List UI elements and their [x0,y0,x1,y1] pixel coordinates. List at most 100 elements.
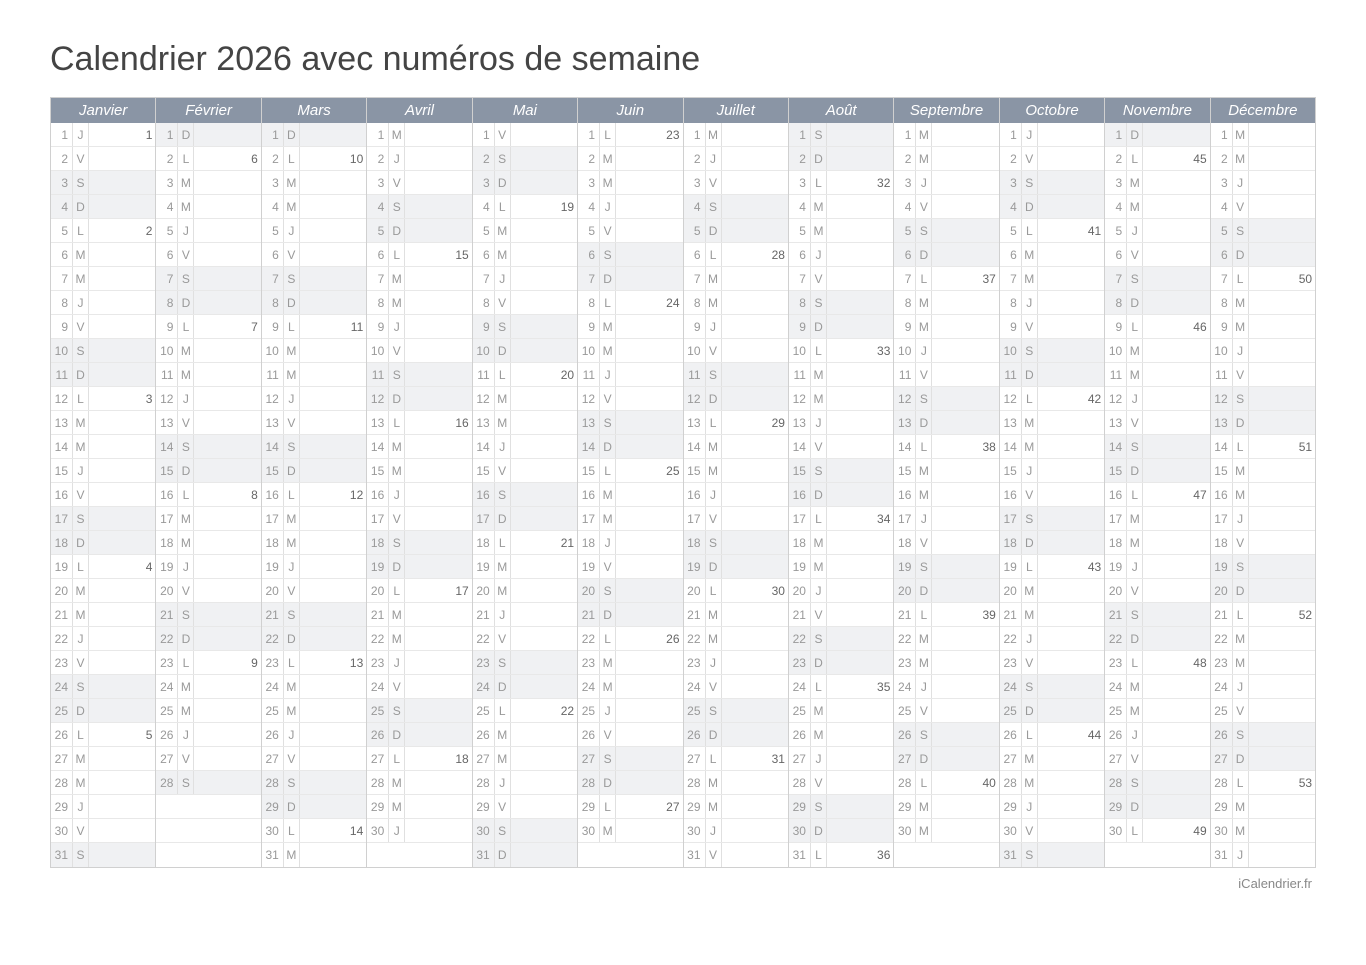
week-number [1188,363,1210,386]
week-number: 10 [344,147,366,170]
week-number [1188,675,1210,698]
week-number [1293,723,1315,746]
day-of-week: S [811,123,827,146]
week-number [766,195,788,218]
month-header: Décembre [1211,98,1315,123]
day-row: 24J [894,675,998,699]
day-of-week: M [1233,291,1249,314]
day-number: 20 [156,579,178,602]
day-of-week: M [600,339,616,362]
day-of-week: M [389,123,405,146]
day-row: 5J [262,219,366,243]
day-row: 16L8 [156,483,260,507]
day-of-week: D [495,675,511,698]
day-spacer [300,147,344,170]
week-number [1082,651,1104,674]
day-spacer [1143,675,1187,698]
day-spacer [511,603,555,626]
day-number: 19 [262,555,284,578]
week-number: 30 [766,579,788,602]
day-number: 13 [156,411,178,434]
day-spacer [1249,291,1293,314]
week-number [977,315,999,338]
day-number: 18 [473,531,495,554]
day-number: 1 [684,123,706,146]
week-number [344,699,366,722]
day-spacer [511,651,555,674]
day-spacer [1143,651,1187,674]
day-of-week: M [1022,771,1038,794]
day-row: 23M [894,651,998,675]
week-number: 32 [871,171,893,194]
day-spacer [89,675,133,698]
week-number: 12 [344,483,366,506]
day-row: 31M [262,843,366,867]
day-number: 8 [51,291,73,314]
day-of-week: M [495,411,511,434]
week-number [977,147,999,170]
week-number [1293,363,1315,386]
day-spacer [405,411,449,434]
day-row: 1M [684,123,788,147]
day-spacer [827,195,871,218]
day-row: 15J [51,459,155,483]
day-row: 1L23 [578,123,682,147]
week-number [871,555,893,578]
day-spacer [300,723,344,746]
day-row: 22M [684,627,788,651]
day-row [367,843,471,867]
day-number: 6 [473,243,495,266]
day-row: 15M [1211,459,1315,483]
day-number: 20 [578,579,600,602]
day-spacer [89,819,133,842]
day-of-week: L [389,243,405,266]
day-of-week: J [706,147,722,170]
day-spacer [722,507,766,530]
day-of-week: D [1233,747,1249,770]
day-row: 4M [156,195,260,219]
day-row: 6J [789,243,893,267]
day-of-week: L [811,675,827,698]
week-number [977,795,999,818]
day-spacer [616,243,660,266]
day-of-week: S [1022,171,1038,194]
day-row: 21V [789,603,893,627]
week-number [1293,315,1315,338]
day-of-week: S [600,411,616,434]
day-row: 25V [894,699,998,723]
day-row: 8J [51,291,155,315]
day-of-week: M [706,795,722,818]
day-row: 12D [367,387,471,411]
week-number [133,147,155,170]
day-row: 29J [51,795,155,819]
day-number: 1 [156,123,178,146]
week-number [1082,459,1104,482]
day-of-week: D [178,627,194,650]
day-number: 13 [894,411,916,434]
day-number: 15 [473,459,495,482]
day-row: 17M [156,507,260,531]
week-number [450,699,472,722]
day-spacer [722,147,766,170]
day-of-week: M [1022,267,1038,290]
day-number: 18 [367,531,389,554]
week-number [661,435,683,458]
week-number [977,627,999,650]
day-of-week: V [706,339,722,362]
day-row: 17L34 [789,507,893,531]
day-number: 12 [578,387,600,410]
day-of-week: L [389,747,405,770]
day-number: 9 [156,315,178,338]
day-spacer [616,171,660,194]
day-number: 25 [1000,699,1022,722]
day-number: 23 [578,651,600,674]
day-of-week: D [811,315,827,338]
day-number: 25 [156,699,178,722]
day-row: 15L25 [578,459,682,483]
week-number [555,459,577,482]
day-of-week: S [706,699,722,722]
day-row: 11D [1000,363,1104,387]
day-row: 27L18 [367,747,471,771]
week-number [450,531,472,554]
week-number [555,171,577,194]
